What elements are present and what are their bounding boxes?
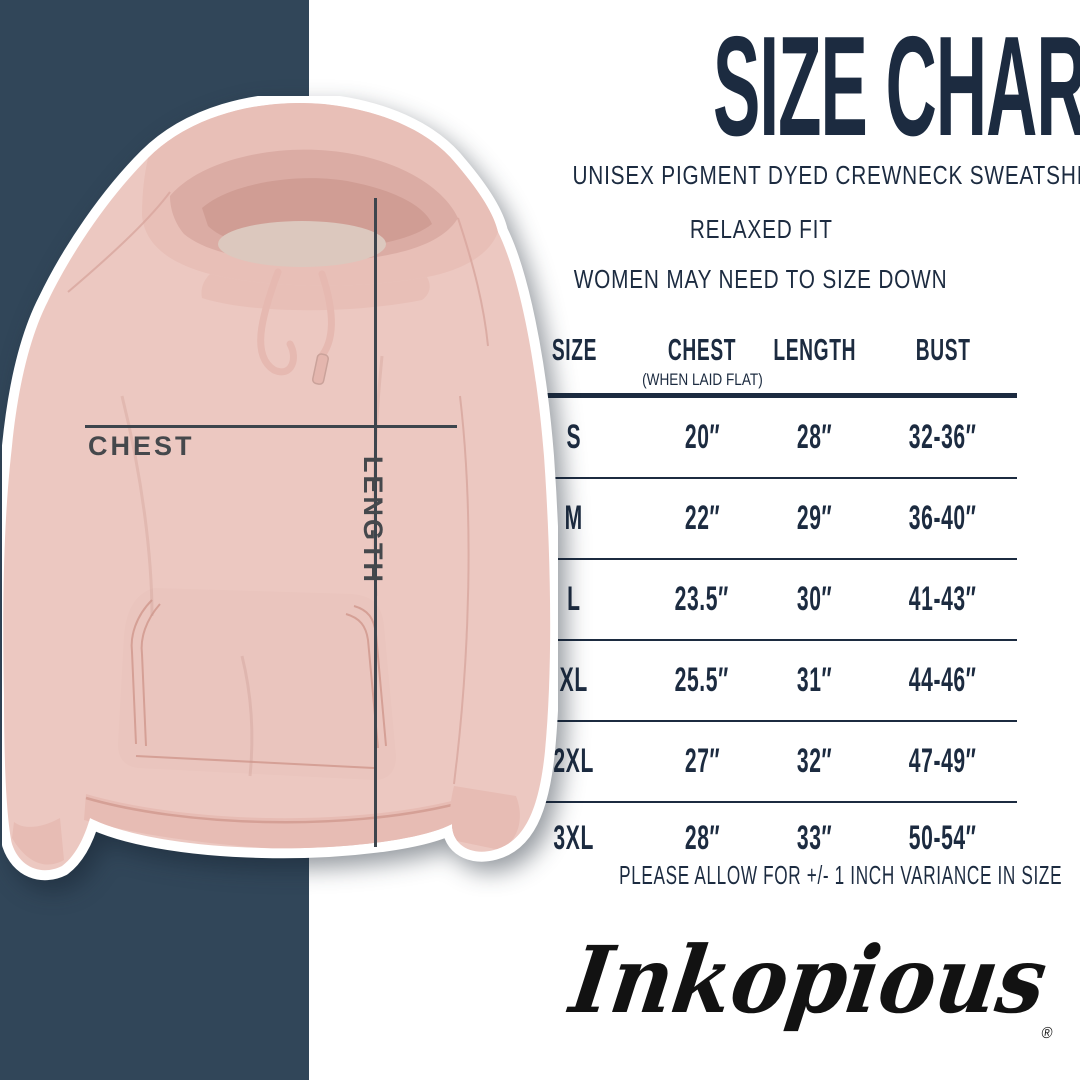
table-row-xl: XL 25.5″ 31″ 44-46″	[505, 641, 1017, 722]
page-title: SIZE CHART	[505, 16, 1080, 158]
hem-band	[84, 794, 456, 853]
kangaroo-pocket	[118, 588, 396, 780]
left-cuff	[12, 818, 64, 865]
subtitle-product: UNISEX PIGMENT DYED CREWNECK SWEATSHIRT	[572, 160, 1080, 190]
length-measure-line	[374, 198, 377, 847]
drawstring-aglet	[311, 353, 329, 385]
right-cuff	[449, 786, 520, 850]
table-row-2xl: 2XL 27″ 32″ 47-49″	[505, 722, 1017, 803]
hem-stitch	[85, 796, 457, 824]
header-size: SIZE	[551, 332, 597, 367]
table-row-m: M 22″ 29″ 36-40″	[505, 479, 1017, 560]
size-table: SIZE CHEST (WHEN LAID FLAT) LENGTH BUST …	[505, 322, 1017, 873]
header-bust: BUST	[915, 332, 971, 367]
drawstrings	[257, 268, 335, 376]
page-title-text: SIZE CHART	[713, 7, 1080, 166]
subtitle-sizing-advice: WOMEN MAY NEED TO SIZE DOWN	[574, 264, 948, 294]
size-table-header: SIZE CHEST (WHEN LAID FLAT) LENGTH BUST	[505, 322, 1017, 398]
content-column: SIZE CHART UNISEX PIGMENT DYED CREWNECK …	[505, 0, 1080, 1080]
length-measure-label: LENGTH	[358, 456, 388, 585]
subtitle-fit: RELAXED FIT	[689, 214, 833, 244]
hoodie-product-photo	[2, 96, 558, 896]
table-row-3xl: 3XL 28″ 33″ 50-54″	[553, 818, 977, 857]
header-chest-note: (WHEN LAID FLAT)	[641, 370, 763, 389]
registered-trademark-icon: ®	[1040, 1025, 1054, 1042]
variance-note: PLEASE ALLOW FOR +/- 1 INCH VARIANCE IN …	[619, 860, 1063, 890]
neck-patch	[218, 221, 386, 267]
seam-lines	[67, 191, 489, 785]
table-row-s: S 20″ 28″ 32-36″	[505, 398, 1017, 479]
table-row-l: L 23.5″ 30″ 41-43″	[505, 560, 1017, 641]
header-length: LENGTH	[773, 332, 857, 367]
chest-measure-line	[85, 425, 457, 428]
header-chest: CHEST (WHEN LAID FLAT)	[641, 332, 763, 389]
brand-logo-text: Inkopious	[564, 926, 1053, 1034]
collar-band	[201, 274, 430, 311]
brand-logo: Inkopious®	[505, 920, 1054, 1068]
chest-measure-label: CHEST	[88, 431, 195, 461]
